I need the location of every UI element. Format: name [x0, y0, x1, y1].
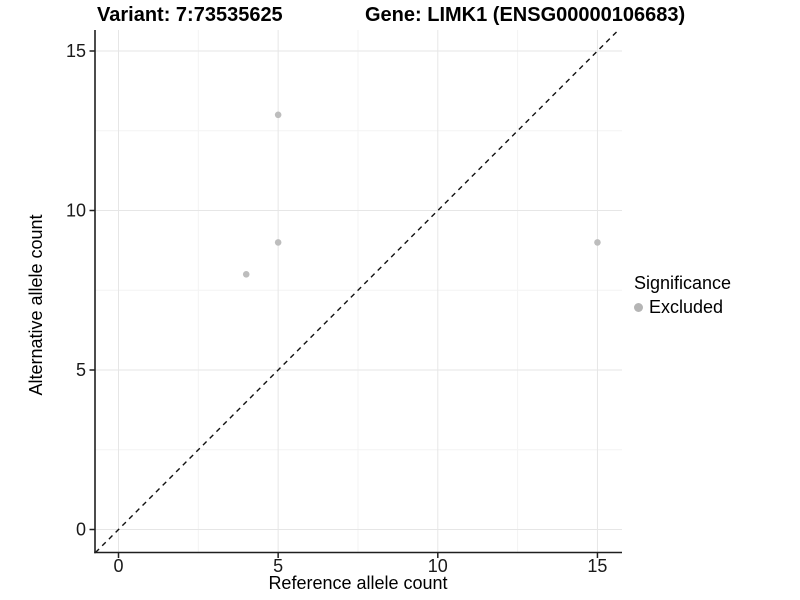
y-tick-label: 10: [66, 201, 86, 221]
y-axis-title: Alternative allele count: [26, 214, 46, 395]
identity-reference-line: [94, 29, 619, 553]
plot-title-variant: Variant: 7:73535625: [97, 4, 283, 26]
data-point: [274, 111, 282, 119]
plot-title-gene: Gene: LIMK1 (ENSG00000106683): [365, 4, 685, 26]
excluded-point-icon: [634, 303, 643, 313]
x-tick-label: 10: [428, 556, 448, 576]
legend-entry-label: Excluded: [649, 296, 724, 317]
data-point: [274, 239, 282, 246]
x-tick-label: 15: [587, 556, 607, 576]
y-tick-label: 15: [66, 41, 86, 61]
x-tick-label: 5: [273, 556, 283, 576]
legend-entry-excluded: Excluded: [634, 296, 731, 318]
data-point: [594, 239, 601, 246]
y-tick-label: 0: [76, 520, 86, 540]
legend-title: Significance: [634, 273, 732, 293]
y-tick-label: 5: [76, 360, 86, 380]
x-tick-label: 0: [113, 556, 123, 576]
x-axis-title: Reference allele count: [268, 573, 447, 593]
data-point: [242, 271, 250, 278]
legend: Significance Excluded: [634, 273, 732, 318]
